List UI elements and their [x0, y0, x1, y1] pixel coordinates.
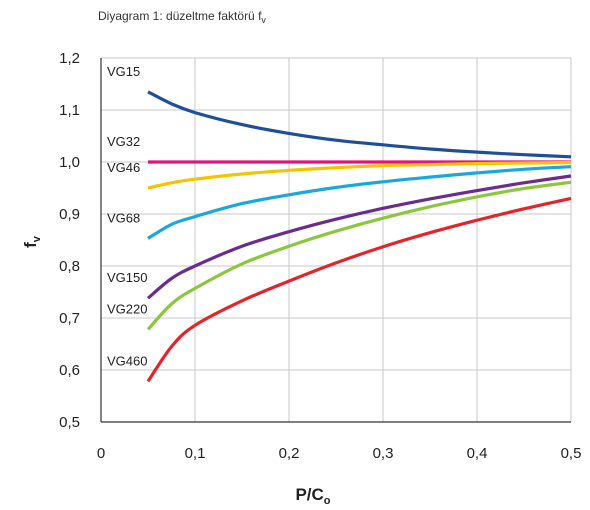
tick-labels: 0 0,1 0,2 0,3 0,4 0,5 0,5 0,6 0,7 0,8 0,9 1,0 1,1 1,2: [59, 50, 581, 462]
x-axis-title-main: P/C: [295, 485, 323, 504]
x-tick-label: 0,1: [185, 445, 206, 462]
grid: [101, 57, 572, 422]
x-tick-label: 0: [97, 445, 105, 462]
series-line-vg150: [146, 174, 572, 300]
y-axis-title: fv: [21, 235, 43, 248]
series-line-vg220: [146, 180, 572, 331]
series-line-vg46: [147, 160, 572, 190]
series-labels: VG15 VG32 VG46 VG68 VG150 VG220 VG460: [107, 64, 147, 369]
x-axis-title: P/Co: [295, 485, 330, 507]
x-tick-label: 0,2: [279, 445, 300, 462]
series-label-vg32: VG32: [107, 134, 140, 149]
y-tick-label: 1,2: [59, 50, 80, 67]
series-label-vg220: VG220: [107, 301, 147, 316]
y-tick-label: 0,9: [59, 206, 80, 223]
axes: [100, 58, 571, 423]
y-tick-label: 0,5: [59, 414, 80, 431]
y-axis-title-subscript: v: [31, 235, 43, 242]
y-axis-title-main: f: [21, 242, 40, 248]
series-line-vg460: [146, 196, 572, 383]
series-label-vg460: VG460: [107, 353, 147, 368]
series-line-vg15: [147, 90, 572, 159]
chart-title-main: Diyagram 1: düzeltme faktörü f: [98, 9, 262, 23]
chart-title: Diyagram 1: düzeltme faktörü fv: [98, 9, 266, 25]
series-lines: [146, 90, 572, 383]
y-tick-label: 0,7: [59, 310, 80, 327]
y-tick-label: 1,1: [59, 102, 80, 119]
series-label-vg150: VG150: [107, 270, 147, 285]
x-tick-label: 0,4: [467, 445, 488, 462]
series-label-vg68: VG68: [107, 210, 140, 225]
series-label-vg15: VG15: [107, 64, 140, 79]
chart-title-subscript: v: [261, 15, 266, 25]
series-label-vg46: VG46: [107, 160, 140, 175]
x-tick-label: 0,5: [561, 445, 582, 462]
y-tick-label: 1,0: [59, 154, 80, 171]
x-axis-title-subscript: o: [324, 495, 331, 507]
series-line-vg68: [147, 165, 572, 240]
x-tick-label: 0,3: [373, 445, 394, 462]
y-tick-label: 0,6: [59, 362, 80, 379]
y-tick-label: 0,8: [59, 258, 80, 275]
